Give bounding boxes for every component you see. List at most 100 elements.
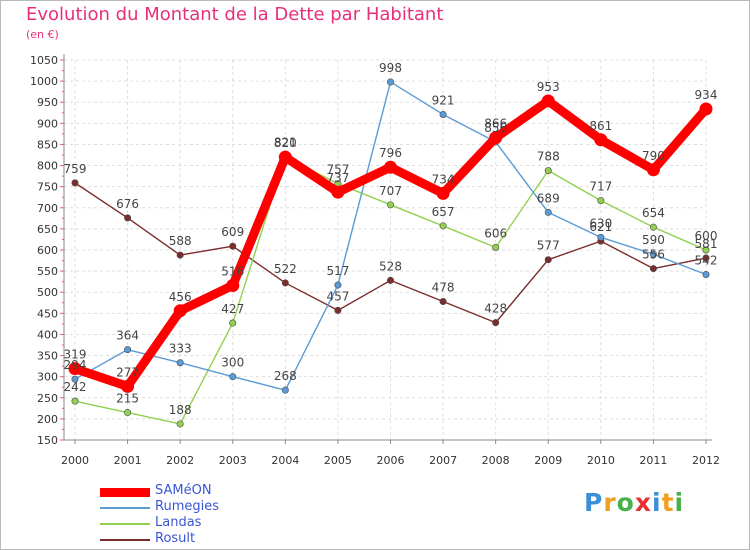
data-point: [71, 375, 79, 383]
data-point: [544, 208, 552, 216]
data-label: 856: [484, 121, 507, 135]
data-label: 861: [589, 119, 612, 133]
data-point: [71, 397, 79, 405]
data-point: [124, 409, 132, 417]
logo-letter: o: [616, 488, 635, 517]
data-point: [649, 250, 657, 258]
data-label: 478: [432, 281, 455, 295]
data-point: [281, 279, 289, 287]
data-point: [544, 256, 552, 264]
data-point: [649, 223, 657, 231]
logo-letter: t: [661, 488, 675, 517]
legend-item-saméon: SAMéON: [100, 483, 320, 500]
legend-item-landas: Landas: [100, 515, 320, 532]
logo-letter: i: [652, 488, 662, 517]
data-point: [544, 167, 552, 175]
x-tick-label: 2007: [429, 454, 457, 467]
data-point: [121, 379, 135, 393]
data-label: 188: [169, 403, 192, 417]
data-label: 590: [642, 233, 665, 247]
grid-lines: [64, 59, 707, 441]
data-label: 215: [116, 392, 139, 406]
data-label: 456: [169, 290, 192, 304]
data-point: [646, 163, 660, 177]
y-tick-label: 200: [37, 413, 58, 426]
data-label: 621: [589, 220, 612, 234]
data-point: [594, 133, 608, 147]
data-label: 364: [116, 329, 139, 343]
logo-letter: i: [674, 488, 685, 517]
data-label: 689: [537, 191, 560, 205]
legend-label: SAMéON: [155, 483, 212, 498]
data-label: 428: [484, 302, 507, 316]
y-tick-label: 350: [37, 350, 58, 363]
data-point: [439, 222, 447, 230]
data-label: 788: [537, 150, 560, 164]
data-label: 300: [221, 356, 244, 370]
legend-item-rosult: Rosult: [100, 531, 320, 548]
data-label: 294: [64, 358, 87, 372]
data-label: 759: [64, 162, 87, 176]
x-tick-label: 2002: [166, 454, 194, 467]
data-point: [229, 242, 237, 250]
logo-letter: r: [603, 488, 617, 517]
data-label: 556: [642, 248, 665, 262]
data-point: [492, 319, 500, 327]
x-tick-label: 2012: [692, 454, 720, 467]
data-label: 522: [274, 262, 297, 276]
data-label: 734: [432, 172, 455, 186]
data-point: [386, 201, 394, 209]
y-tick-label: 1050: [30, 54, 58, 67]
data-point: [439, 110, 447, 118]
y-tick-label: 950: [37, 96, 58, 109]
y-tick-label: 850: [37, 138, 58, 151]
y-tick-label: 500: [37, 286, 58, 299]
data-label: 654: [642, 206, 665, 220]
data-point: [68, 362, 82, 376]
data-point: [649, 265, 657, 273]
data-label: 866: [484, 117, 507, 131]
data-label: 319: [64, 348, 87, 362]
data-point: [176, 251, 184, 259]
data-label: 427: [221, 302, 244, 316]
x-tick-label: 2003: [219, 454, 247, 467]
data-point: [541, 94, 555, 108]
y-tick-label: 700: [37, 202, 58, 215]
data-point: [229, 319, 237, 327]
y-tick-label: 750: [37, 181, 58, 194]
legend-swatch: [100, 539, 150, 541]
data-point: [386, 276, 394, 284]
legend-label: Landas: [155, 515, 202, 530]
x-tick-label: 2011: [639, 454, 667, 467]
data-label: 577: [537, 239, 560, 253]
data-point: [334, 306, 342, 314]
data-label: 796: [379, 146, 402, 160]
data-point: [436, 186, 450, 200]
legend-label: Rumegies: [155, 499, 219, 514]
data-label: 717: [589, 180, 612, 194]
x-tick-label: 2010: [587, 454, 615, 467]
data-label: 516: [221, 264, 244, 278]
data-label: 953: [537, 80, 560, 94]
data-labels-landas: 242 215 188 427 821 757 707 657 606 788 717 654 600: [64, 136, 718, 417]
data-labels-saméon: 319 277 456 516 820 737 796 734 866 953 861 790 934: [64, 80, 718, 379]
data-label: 609: [221, 225, 244, 239]
data-label: 600: [695, 229, 718, 243]
data-label: 757: [326, 163, 349, 177]
data-point: [492, 243, 500, 251]
data-point: [384, 160, 397, 174]
data-label: 268: [274, 369, 297, 383]
data-point: [226, 278, 240, 292]
data-point: [176, 420, 184, 428]
y-tick-label: 250: [37, 392, 58, 405]
data-point: [489, 131, 503, 145]
x-tick-label: 2001: [114, 454, 142, 467]
data-label: 277: [116, 365, 139, 379]
x-tick-label: 2000: [61, 454, 89, 467]
data-label: 790: [642, 149, 665, 163]
y-tick-label: 300: [37, 371, 58, 384]
data-label: 528: [379, 259, 402, 273]
x-tick-label: 2008: [482, 454, 510, 467]
